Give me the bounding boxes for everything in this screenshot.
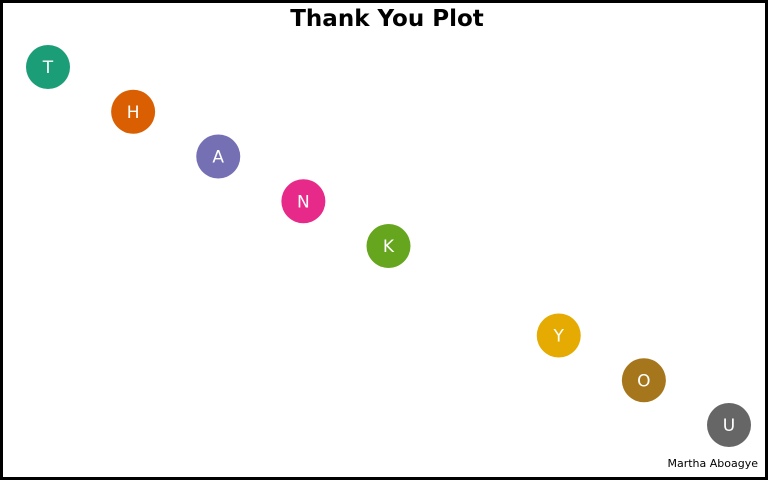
point-label: U bbox=[723, 416, 735, 436]
point-label: O bbox=[637, 371, 650, 391]
point-h: H bbox=[111, 90, 155, 134]
point-label: T bbox=[42, 58, 54, 78]
scatter-plot: T H A N K Y O U bbox=[3, 3, 768, 483]
point-label: Y bbox=[553, 327, 565, 347]
point-label: N bbox=[297, 192, 310, 212]
chart-title: Thank You Plot bbox=[3, 6, 768, 32]
point-label: H bbox=[127, 103, 140, 123]
point-a: A bbox=[196, 135, 240, 179]
point-t: T bbox=[26, 45, 70, 89]
point-label: A bbox=[212, 148, 224, 168]
point-label: K bbox=[383, 237, 395, 257]
point-y: Y bbox=[537, 314, 581, 358]
point-n: N bbox=[281, 179, 325, 223]
point-k: K bbox=[367, 224, 411, 268]
point-o: O bbox=[622, 358, 666, 402]
point-u: U bbox=[707, 403, 751, 447]
author-caption: Martha Aboagye bbox=[667, 457, 758, 470]
